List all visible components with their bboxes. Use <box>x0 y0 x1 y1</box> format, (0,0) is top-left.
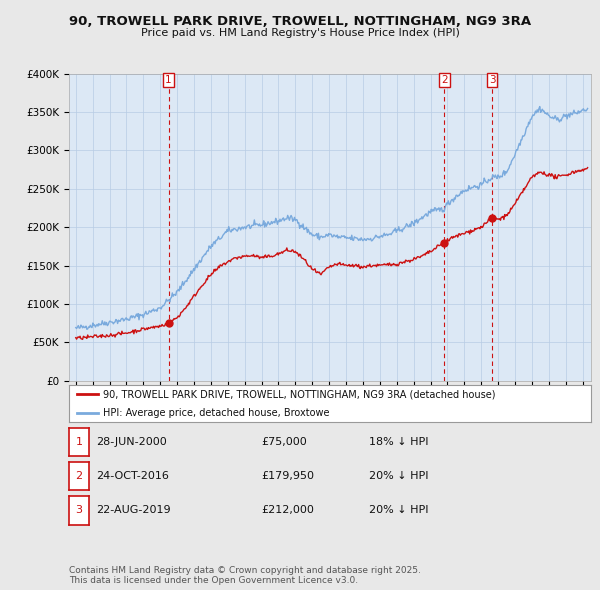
Text: 90, TROWELL PARK DRIVE, TROWELL, NOTTINGHAM, NG9 3RA (detached house): 90, TROWELL PARK DRIVE, TROWELL, NOTTING… <box>103 389 496 399</box>
Text: 1: 1 <box>76 437 82 447</box>
Text: 28-JUN-2000: 28-JUN-2000 <box>96 437 167 447</box>
Text: 18% ↓ HPI: 18% ↓ HPI <box>369 437 428 447</box>
Text: 20% ↓ HPI: 20% ↓ HPI <box>369 471 428 481</box>
Text: 3: 3 <box>488 76 496 86</box>
Text: £179,950: £179,950 <box>261 471 314 481</box>
Text: 1: 1 <box>165 76 172 86</box>
Text: 20% ↓ HPI: 20% ↓ HPI <box>369 506 428 515</box>
Text: 22-AUG-2019: 22-AUG-2019 <box>96 506 170 515</box>
Text: 2: 2 <box>76 471 82 481</box>
Text: 90, TROWELL PARK DRIVE, TROWELL, NOTTINGHAM, NG9 3RA: 90, TROWELL PARK DRIVE, TROWELL, NOTTING… <box>69 15 531 28</box>
Text: HPI: Average price, detached house, Broxtowe: HPI: Average price, detached house, Brox… <box>103 408 329 418</box>
Text: 3: 3 <box>76 506 82 515</box>
Text: £75,000: £75,000 <box>261 437 307 447</box>
Text: Price paid vs. HM Land Registry's House Price Index (HPI): Price paid vs. HM Land Registry's House … <box>140 28 460 38</box>
Text: £212,000: £212,000 <box>261 506 314 515</box>
Text: 2: 2 <box>441 76 448 86</box>
Text: 24-OCT-2016: 24-OCT-2016 <box>96 471 169 481</box>
Text: Contains HM Land Registry data © Crown copyright and database right 2025.
This d: Contains HM Land Registry data © Crown c… <box>69 566 421 585</box>
